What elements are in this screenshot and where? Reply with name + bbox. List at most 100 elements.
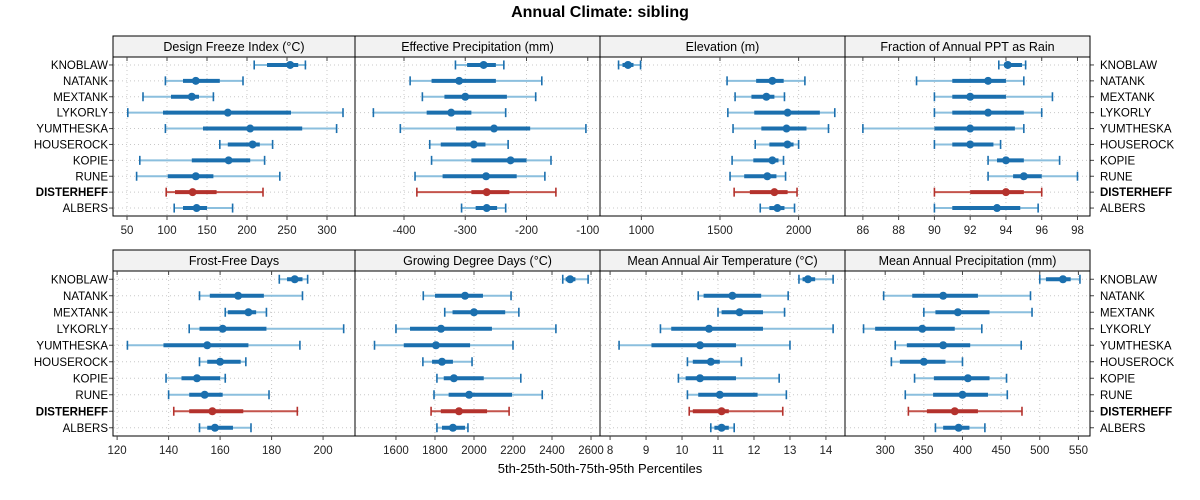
series-yumtheska [732, 124, 830, 134]
panel-box [844, 270, 1091, 437]
median-dot [187, 92, 196, 101]
median-dot [763, 172, 772, 181]
median-dot [783, 108, 792, 117]
panel-box [112, 56, 356, 217]
x-tick-label: 86 [856, 225, 869, 237]
series-yumtheska [373, 340, 514, 350]
row-label-left-albers: ALBERS [63, 423, 109, 435]
median-dot [918, 324, 927, 333]
series-knoblaw [278, 274, 309, 284]
series-natank [409, 76, 543, 86]
series-knoblaw [253, 60, 307, 70]
row-label-right-disterheff: DISTERHEFF [1100, 406, 1172, 418]
median-dot [803, 275, 812, 284]
x-tick-label: 94 [1000, 225, 1013, 237]
panel-box [112, 270, 356, 437]
series-mextank [717, 307, 786, 317]
median-dot [1019, 172, 1028, 181]
series-kopie [913, 373, 1008, 383]
x-tick-label: 100 [157, 225, 176, 237]
panel-title: Effective Precipitation (mm) [401, 40, 554, 54]
x-tick-label: 14 [820, 445, 833, 457]
row-label-left-yumtheska: YUMTHESKA [36, 340, 108, 352]
median-dot [286, 60, 295, 69]
series-lykorly [395, 324, 557, 334]
series-houserock [890, 357, 964, 367]
row-label-right-yumtheska: YUMTHESKA [1100, 340, 1172, 352]
panel-frost-free-days: Frost-Free Days 120 140 160 180 200 [108, 249, 356, 457]
series-lykorly [933, 108, 1043, 118]
row-label-left-natank: NATANK [63, 291, 108, 303]
series-kopie [430, 155, 552, 165]
panel-title: Elevation (m) [686, 40, 760, 54]
median-dot [783, 140, 792, 149]
x-tick-label: 13 [784, 445, 797, 457]
median-dot [469, 308, 478, 317]
median-dot [939, 341, 948, 350]
series-albers [934, 423, 986, 433]
series-disterheff [165, 187, 264, 197]
median-dot [449, 374, 458, 383]
row-label-left-disterheff: DISTERHEFF [36, 187, 108, 199]
x-tick-label: 8 [607, 445, 613, 457]
median-dot [773, 204, 782, 213]
series-natank [198, 291, 304, 301]
x-tick-label: 50 [121, 225, 134, 237]
series-disterheff [688, 406, 784, 416]
median-dot [770, 188, 779, 197]
x-tick-label: 2200 [500, 445, 526, 457]
series-disterheff [416, 187, 557, 197]
series-mextank [421, 92, 537, 102]
median-dot [431, 341, 440, 350]
x-tick-label: 200 [313, 445, 332, 457]
series-mextank [734, 92, 786, 102]
median-dot [188, 188, 197, 197]
row-label-left-kopie: KOPIE [73, 373, 108, 385]
median-dot [437, 357, 446, 366]
x-tick-label: 88 [892, 225, 905, 237]
x-tick-label: 90 [928, 225, 941, 237]
median-dot [455, 76, 464, 85]
series-houserock [754, 139, 800, 149]
series-albers [759, 203, 796, 213]
panel-fraction-of-annual-ppt-as-rain: Fraction of Annual PPT as Rain 86 88 90 92 94… [844, 35, 1091, 237]
series-disterheff [733, 187, 798, 197]
percentiles-caption: 5th-25th-50th-75th-95th Percentiles [497, 461, 703, 476]
row-label-right-lykorly: LYKORLY [1100, 324, 1152, 336]
x-tick-label: 500 [1030, 445, 1049, 457]
x-tick-label: 140 [159, 445, 178, 457]
row-label-right-yumtheska: YUMTHESKA [1100, 124, 1172, 136]
x-tick-label: 1600 [383, 445, 409, 457]
series-yumtheska [399, 124, 587, 134]
row-label-right-rune: RUNE [1100, 390, 1133, 402]
x-tick-label: 96 [1035, 225, 1048, 237]
x-tick-label: 350 [914, 445, 933, 457]
row-label-right-knoblaw: KNOBLAW [1100, 60, 1157, 72]
series-mextank [443, 307, 520, 317]
row-label-right-kopie: KOPIE [1100, 373, 1135, 385]
series-natank [422, 291, 512, 301]
series-natank [915, 76, 1025, 86]
row-label-right-albers: ALBERS [1100, 203, 1146, 215]
median-dot [448, 423, 457, 432]
median-dot [469, 140, 478, 149]
row-label-left-houserock: HOUSEROCK [34, 139, 108, 151]
median-dot [735, 308, 744, 317]
series-albers [173, 203, 234, 213]
row-label-right-knoblaw: KNOBLAW [1100, 274, 1157, 286]
median-dot [993, 204, 1002, 213]
median-dot [191, 76, 200, 85]
median-dot [706, 357, 715, 366]
median-dot [728, 291, 737, 300]
median-dot [966, 140, 975, 149]
panel-box [599, 56, 846, 217]
median-dot [919, 357, 928, 366]
median-dot [696, 374, 705, 383]
x-tick-label: -400 [392, 225, 415, 237]
row-label-right-lykorly: LYKORLY [1100, 108, 1152, 120]
median-dot [715, 390, 724, 399]
series-mextank [224, 307, 268, 317]
x-tick-label: -100 [576, 225, 599, 237]
median-dot [482, 204, 491, 213]
